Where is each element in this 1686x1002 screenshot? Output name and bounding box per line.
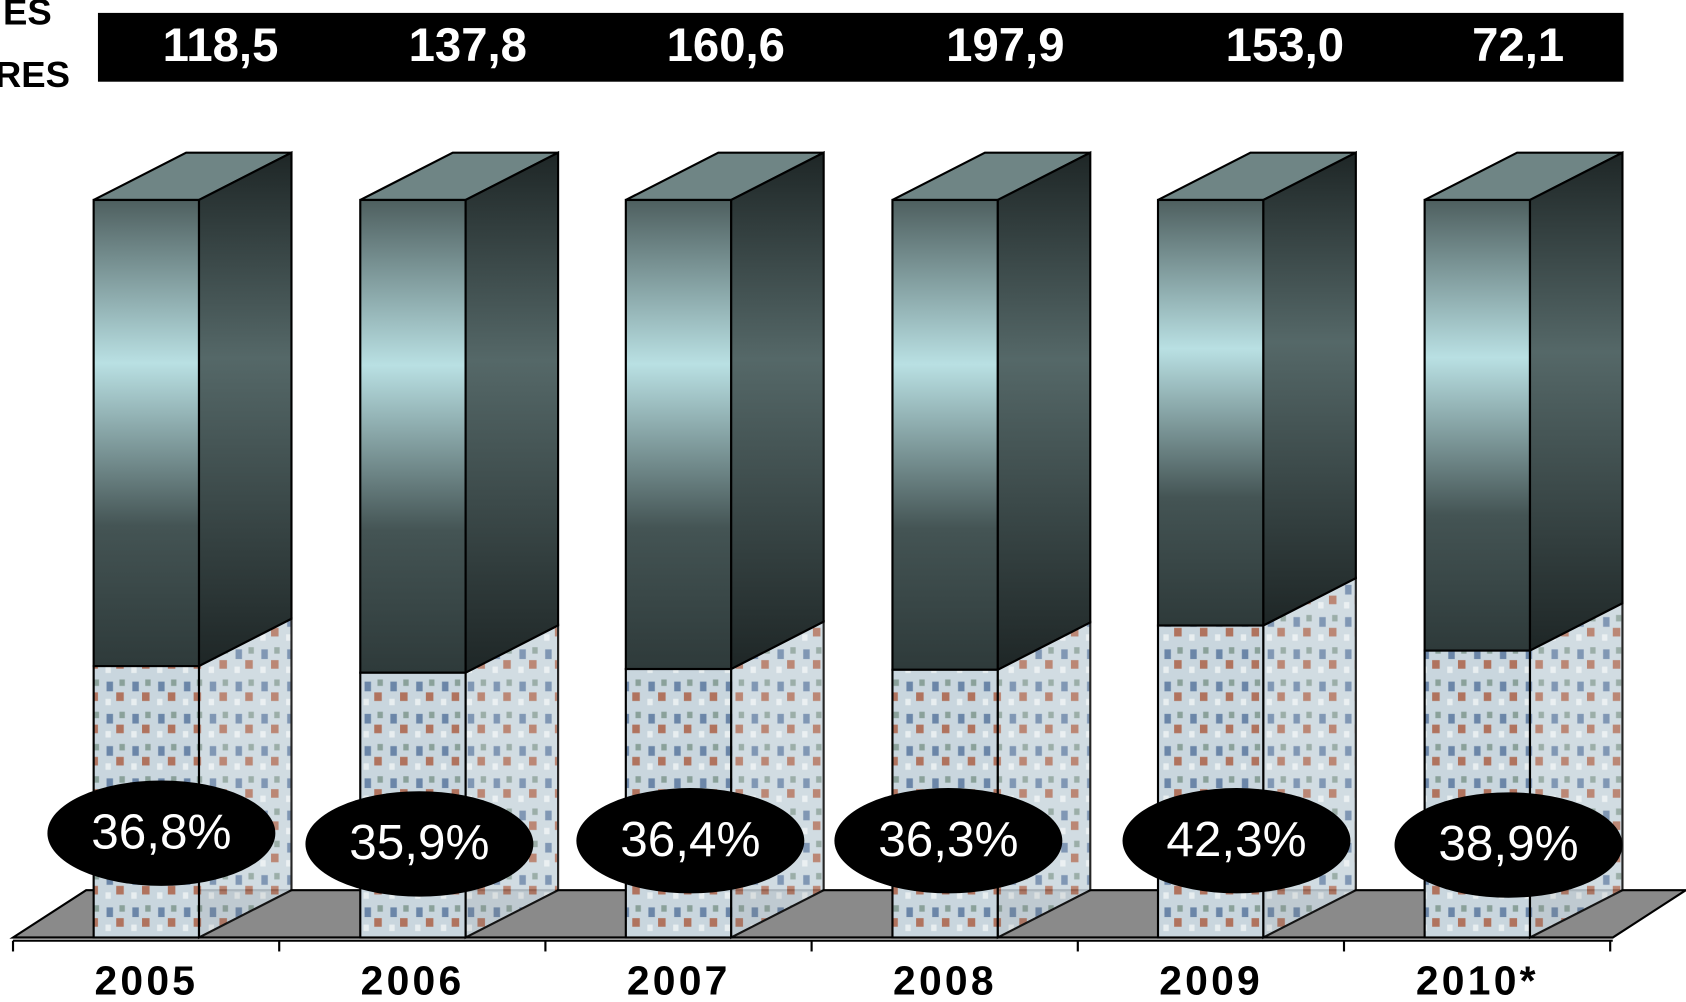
bar-upper-side	[996, 150, 1092, 672]
bar-upper-side	[730, 150, 825, 671]
row-label: ES	[3, 0, 52, 33]
bar-upper-side	[464, 150, 560, 675]
value-label-bubble	[305, 791, 534, 897]
bar-upper-side	[1262, 150, 1357, 628]
bar-upper	[92, 198, 201, 668]
bar-side	[197, 617, 293, 940]
value-label: 42,3%	[1166, 812, 1306, 867]
value-label-bubble	[47, 780, 276, 886]
value-label-bubble	[1122, 788, 1351, 894]
x-tick-label: 2010*	[1416, 958, 1539, 1002]
x-tick-label: 2008	[893, 958, 997, 1002]
value-label-bubble	[834, 788, 1063, 894]
value-label: 38,9%	[1438, 816, 1578, 871]
total-label: 160,6	[667, 19, 785, 72]
value-label: 36,3%	[878, 812, 1018, 867]
bar-upper	[891, 198, 999, 671]
total-label: 118,5	[163, 19, 279, 72]
bar-upper	[1156, 198, 1265, 627]
totals-band	[97, 12, 1624, 82]
total-label: 153,0	[1226, 19, 1344, 72]
bar-upper	[359, 198, 467, 674]
total-label: 137,8	[409, 19, 527, 72]
bar-side	[730, 619, 825, 940]
value-label-bubble	[1394, 792, 1623, 898]
value-label: 35,9%	[349, 815, 489, 870]
value-label: 36,4%	[620, 812, 760, 867]
bar-upper	[1423, 198, 1532, 652]
x-tick-label: 2005	[94, 958, 198, 1002]
x-tick-label: 2007	[627, 958, 731, 1002]
bar-upper	[624, 198, 733, 671]
total-label: 197,9	[946, 19, 1064, 72]
x-tick-label: 2006	[361, 958, 465, 1002]
x-tick-label: 2009	[1159, 958, 1263, 1002]
value-label-bubble	[576, 788, 805, 894]
bar-side	[464, 623, 560, 940]
value-label: 36,8%	[91, 804, 231, 859]
bar-upper-side	[197, 150, 293, 668]
bar-side	[996, 620, 1092, 940]
bar-upper-side	[1528, 150, 1624, 653]
total-label: 72,1	[1472, 19, 1564, 72]
row-label: RES	[0, 54, 70, 95]
